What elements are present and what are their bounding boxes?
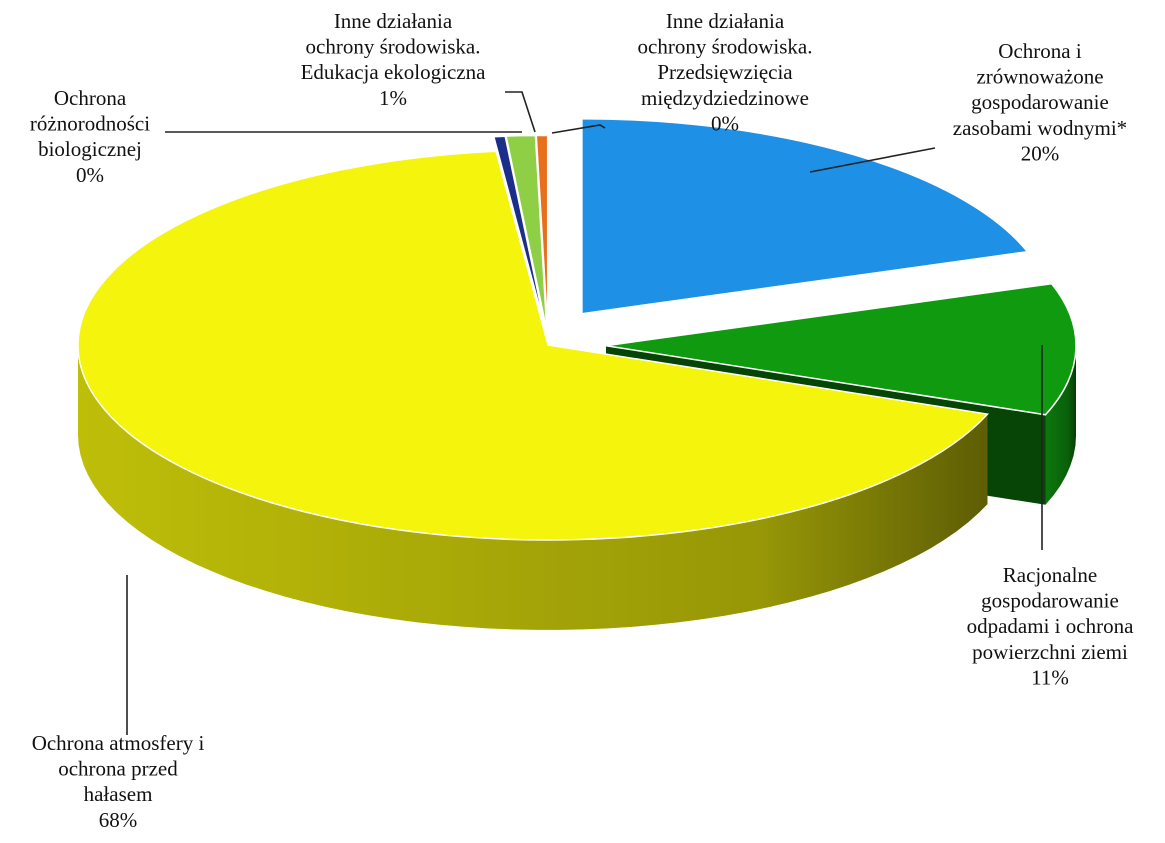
data-label-line: Inne działania [334,9,453,33]
data-label-line: powierzchni ziemi [972,640,1128,664]
data-label-line: ochrony środowiska. [638,35,813,59]
data-label-line: ochrona przed [58,757,178,781]
data-label: Racjonalne gospodarowanie odpadami i ochro… [967,563,1134,689]
pie-slice-side [78,345,988,630]
pie-slice [535,134,549,331]
data-label: Inne działania ochrony środowiska. Przedsi… [638,9,813,135]
pie-tops [77,117,1077,541]
pie-slice [605,282,1077,416]
data-label-line: gospodarowanie [981,589,1119,613]
data-label-line: 0% [711,111,739,135]
data-label-line: 1% [379,86,407,110]
data-label: Ochrona atmosfery i ochrona przed hałasem 6… [32,731,205,832]
pie-slice [581,117,1029,315]
data-label-line: Ochrona atmosfery i [32,731,205,755]
leader-line [809,147,936,173]
data-label: Ochrona różnorodności biologicznej 0% [30,86,150,187]
data-label-line: ochrony środowiska. [306,35,481,59]
data-label-line: biologicznej [38,137,142,161]
data-labels: Ochrona i zrównoważone gospodarowanie zasob… [30,9,1134,832]
leader-line [505,91,536,133]
data-label-line: 11% [1031,665,1069,689]
data-label-line: międzydziedzinowe [641,86,809,110]
data-label-line: 0% [76,163,104,187]
pie-slice [492,135,547,331]
pie-slice-side [1045,345,1076,505]
data-label-line: odpadami i ochrona [967,614,1134,638]
data-label-line: Racjonalne [1003,563,1097,587]
pie-slice [77,150,989,541]
data-label-line: Przedsięwzięcia [657,60,793,84]
data-label-line: Ochrona i [998,39,1082,63]
pie-slice [505,134,548,331]
data-label-line: hałasem [84,782,153,806]
data-label-line: zrównoważone [976,65,1103,89]
data-label: Ochrona i zrównoważone gospodarowanie zasob… [953,39,1127,165]
data-label-line: 68% [99,808,138,832]
data-label-line: Ochrona [54,86,127,110]
leader-lines [126,91,1043,735]
data-label-line: Edukacja ekologiczna [301,60,487,84]
data-label-line: gospodarowanie [971,90,1109,114]
data-label-line: Inne działania [666,9,785,33]
data-label-line: 20% [1021,141,1060,165]
data-label-line: zasobami wodnymi* [953,116,1127,140]
leader-line [551,124,606,134]
data-label: Inne działania ochrony środowiska. Edukacj… [301,9,487,110]
data-label-line: różnorodności [30,112,150,136]
